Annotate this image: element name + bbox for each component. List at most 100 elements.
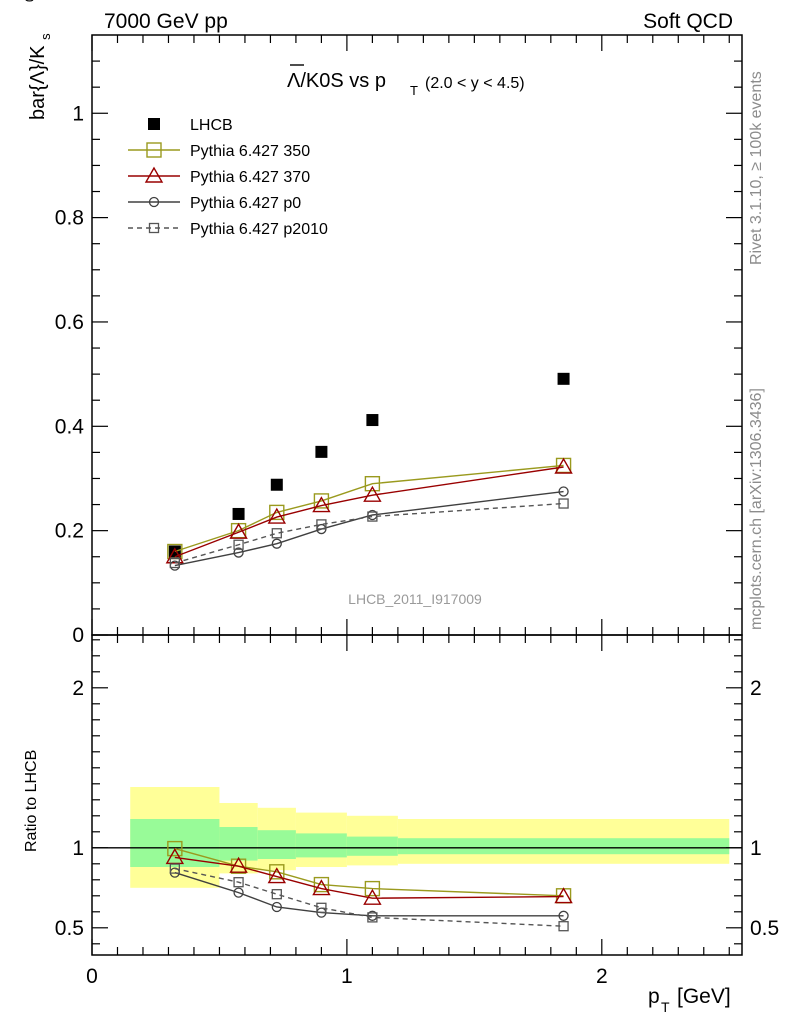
ratio-point bbox=[271, 901, 282, 913]
ratio-point bbox=[169, 863, 180, 874]
ratio-series bbox=[165, 840, 573, 932]
ylabel-sup: 0 bbox=[22, 0, 37, 2]
data-point bbox=[229, 522, 248, 539]
series-lhcb bbox=[168, 372, 570, 558]
ratio-frame bbox=[91, 634, 743, 956]
watermark: LHCB_2011_I917009 bbox=[348, 591, 482, 607]
ratio-line bbox=[174, 871, 564, 917]
data-point bbox=[554, 457, 573, 474]
legend-label: Pythia 6.427 370 bbox=[190, 169, 310, 186]
ratio-line bbox=[174, 867, 564, 927]
legend-label: Pythia 6.427 p0 bbox=[190, 195, 301, 212]
ratio-series-pythia-6-427-350 bbox=[167, 840, 572, 904]
legend-marker bbox=[148, 196, 160, 208]
main-axis-ticks: 0 0.2 0.4 0.6 0.8 1 bbox=[55, 35, 742, 647]
band-inner bbox=[295, 833, 347, 858]
series-line bbox=[174, 502, 564, 564]
ratio-panel: 0.5 0.5 1 1 2 2 0 1 2 bbox=[55, 634, 779, 988]
data-point bbox=[232, 507, 245, 520]
band-inner bbox=[346, 836, 398, 856]
main-series bbox=[165, 372, 573, 571]
ratio-point bbox=[364, 880, 381, 897]
xlabel-main: p bbox=[648, 985, 660, 1008]
ratio-point bbox=[558, 921, 569, 932]
band-inner bbox=[130, 819, 220, 867]
legend-entry: LHCB bbox=[148, 117, 233, 134]
ylabel-main: bar{Λ}/K bbox=[27, 45, 49, 120]
ratio-ytick-label-left: 1 bbox=[72, 837, 84, 860]
xtick-label: 1 bbox=[341, 965, 353, 988]
data-point bbox=[558, 498, 569, 509]
data-point bbox=[557, 372, 570, 385]
legend-label: LHCB bbox=[190, 117, 233, 134]
ratio-point bbox=[363, 888, 382, 905]
ratio-ytick-label-left: 2 bbox=[72, 677, 84, 700]
ratio-point bbox=[233, 877, 244, 888]
data-point bbox=[169, 557, 180, 569]
data-point bbox=[364, 475, 381, 492]
main-ylabel: bar{Λ}/K s 0 bbox=[22, 0, 53, 120]
data-point bbox=[233, 539, 244, 550]
ratio-axis-ticks: 0.5 0.5 1 1 2 2 0 1 2 bbox=[55, 635, 779, 988]
ratio-bands bbox=[92, 787, 742, 888]
series-pythia-6-427-350 bbox=[167, 457, 572, 560]
data-point bbox=[363, 485, 382, 502]
data-point bbox=[366, 414, 379, 427]
xlabel-unit: [GeV] bbox=[677, 985, 731, 1008]
legend-marker bbox=[144, 166, 164, 183]
xtick-label: 2 bbox=[596, 965, 608, 988]
ratio-ytick-label-left: 0.5 bbox=[55, 917, 84, 940]
ratio-point bbox=[267, 867, 287, 884]
series-line bbox=[174, 464, 564, 553]
main-ytick-label: 0.8 bbox=[55, 207, 84, 230]
title-main: Λ/K0S vs p bbox=[287, 70, 386, 92]
ratio-point bbox=[233, 887, 244, 898]
legend: LHCB Pythia 6.427 350 Pythia 6.427 370 Pyth… bbox=[128, 117, 328, 238]
svg-text:bar{Λ}/K s: bar{Λ}/K s bbox=[27, 33, 53, 120]
main-ytick-label: 0.4 bbox=[55, 415, 85, 438]
legend-marker bbox=[146, 142, 162, 158]
data-point bbox=[271, 528, 282, 539]
ratio-line bbox=[174, 856, 564, 899]
data-point bbox=[315, 445, 328, 458]
series-pythia-6-427-p0 bbox=[169, 486, 569, 571]
ratio-series-pythia-6-427-p2010 bbox=[169, 863, 569, 932]
ratio-point bbox=[554, 887, 573, 904]
legend-label: Pythia 6.427 p2010 bbox=[190, 221, 328, 238]
band-inner bbox=[257, 830, 296, 859]
ratio-point bbox=[269, 864, 285, 880]
xlabel-sub: T bbox=[661, 999, 670, 1015]
data-point bbox=[270, 478, 283, 491]
ratio-point bbox=[165, 847, 185, 865]
legend-label: Pythia 6.427 350 bbox=[190, 143, 310, 160]
header-right: Soft QCD bbox=[643, 10, 733, 33]
ylabel-sub: s bbox=[38, 33, 53, 40]
ratio-point bbox=[312, 879, 331, 896]
ratio-point bbox=[558, 910, 569, 921]
legend-entry: Pythia 6.427 p2010 bbox=[128, 221, 328, 238]
title-range: (2.0 < y < 4.5) bbox=[425, 75, 525, 92]
series-line bbox=[174, 490, 564, 567]
rivet-label: Rivet 3.1.10, ≥ 100k events bbox=[748, 71, 765, 265]
data-point bbox=[558, 486, 569, 497]
main-ytick-label: 0.2 bbox=[55, 520, 84, 543]
main-ytick-label: 1 bbox=[72, 102, 84, 125]
data-point bbox=[367, 511, 378, 522]
band-inner bbox=[397, 838, 730, 855]
ratio-ylabel: Ratio to LHCB bbox=[23, 750, 40, 852]
main-ytick-label: 0 bbox=[72, 624, 84, 647]
xtick-label: 0 bbox=[86, 965, 98, 988]
ratio-point bbox=[229, 856, 248, 873]
legend-entry: Pythia 6.427 370 bbox=[128, 166, 310, 186]
title-sub: T bbox=[410, 83, 418, 98]
ratio-ytick-label-right: 0.5 bbox=[750, 917, 779, 940]
header-left: 7000 GeV pp bbox=[104, 10, 228, 33]
legend-marker bbox=[148, 118, 160, 130]
data-point bbox=[233, 547, 244, 558]
data-point bbox=[316, 519, 327, 530]
mcplots-label: mcplots.cern.ch [arXiv:1306.3436] bbox=[748, 388, 765, 630]
data-point bbox=[312, 496, 331, 513]
ratio-ytick-label-right: 2 bbox=[750, 677, 762, 700]
ratio-ytick-label-right: 1 bbox=[750, 837, 762, 860]
